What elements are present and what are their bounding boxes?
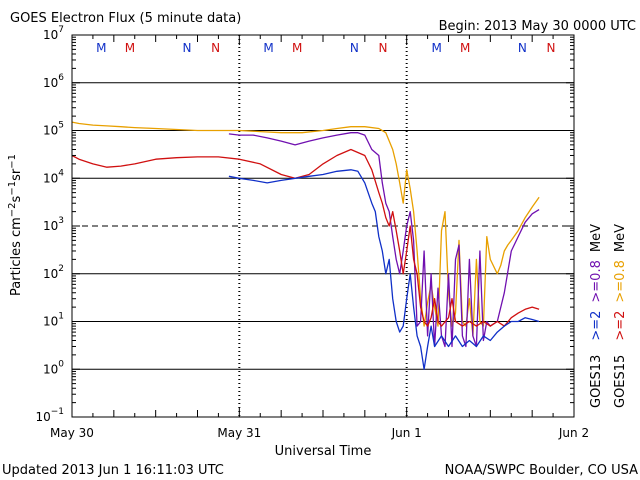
midnight-noon-marker: M xyxy=(292,41,302,55)
series-line-goes13-0-8-mev xyxy=(228,132,540,348)
y-tick-label: 104 xyxy=(43,168,64,185)
y-tick-label: 106 xyxy=(43,73,64,90)
y-tick-label: 103 xyxy=(43,216,64,233)
series-layer xyxy=(71,121,540,370)
grid-layer xyxy=(72,35,574,417)
midnight-noon-marker: N xyxy=(546,41,555,55)
midnight-noon-marker: M xyxy=(263,41,273,55)
midnight-noon-marker: M xyxy=(431,41,441,55)
x-axis-label: Universal Time xyxy=(275,444,372,459)
legend-label: >=0.8 xyxy=(589,260,604,302)
begin-label: Begin: 2013 May 30 0000 UTC xyxy=(439,19,636,34)
midnight-noon-marker: M xyxy=(96,41,106,55)
midnight-noon-marker: N xyxy=(378,41,387,55)
midnight-noon-marker: N xyxy=(518,41,527,55)
legend-goes13: GOES13 >=2 >=0.8 MeV xyxy=(589,224,604,408)
legend-label: MeV xyxy=(589,224,604,252)
midnight-noon-marker: M xyxy=(125,41,135,55)
legend-label: >=2 xyxy=(589,311,604,341)
y-tick-label: 10−1 xyxy=(35,407,64,424)
x-tick-label: Jun 2 xyxy=(558,426,589,440)
y-tick-label: 101 xyxy=(43,312,64,329)
midnight-noon-marker: M xyxy=(460,41,470,55)
legend-label: MeV xyxy=(613,224,628,252)
credit-label: NOAA/SWPC Boulder, CO USA xyxy=(445,463,638,478)
legend-label: GOES13 xyxy=(589,355,604,408)
x-tick-label: May 30 xyxy=(50,426,94,440)
y-tick-label: 102 xyxy=(43,264,64,281)
y-tick-label: 107 xyxy=(43,25,64,42)
y-axis-label: Particles cm−2s−1sr−1 xyxy=(7,154,25,296)
legend-label: GOES15 xyxy=(613,355,628,408)
axis-layer: 107 106 105 104 103 102 101 100 10−1 May 30 May 31… xyxy=(35,25,589,440)
series-line-goes15-0-8-mev xyxy=(71,121,540,337)
x-tick-label: Jun 1 xyxy=(391,426,422,440)
legend: GOES13 >=2 >=0.8 MeV GOES15 >=2 >=0.8 MeV xyxy=(589,224,628,408)
y-tick-label: 105 xyxy=(43,121,64,138)
midnight-noon-marker: N xyxy=(211,41,220,55)
series-line-goes15-2-mev xyxy=(71,148,540,327)
legend-goes15: GOES15 >=2 >=0.8 MeV xyxy=(613,224,628,408)
legend-label: >=2 xyxy=(613,311,628,341)
plot-frame xyxy=(71,34,575,418)
midnight-noon-marker: N xyxy=(183,41,192,55)
x-tick-label: May 31 xyxy=(217,426,261,440)
midnight-noon-marker: N xyxy=(350,41,359,55)
series-line-goes13-2-mev xyxy=(228,169,540,370)
chart-title: GOES Electron Flux (5 minute data) xyxy=(10,11,241,26)
y-tick-label: 100 xyxy=(43,359,64,376)
updated-timestamp: Updated 2013 Jun 1 16:11:03 UTC xyxy=(2,463,224,478)
legend-label: >=0.8 xyxy=(613,260,628,302)
